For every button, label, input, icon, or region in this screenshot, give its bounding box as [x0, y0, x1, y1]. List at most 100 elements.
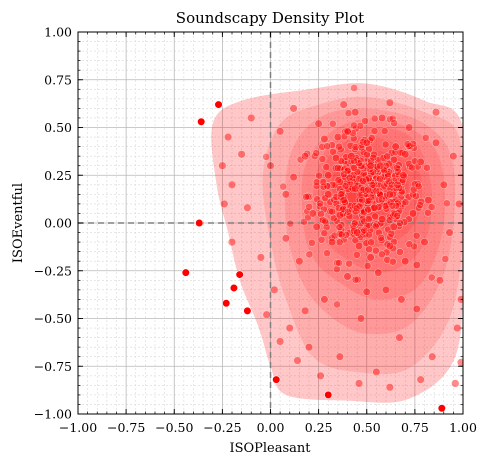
scatter-point — [353, 275, 362, 284]
scatter-point — [276, 127, 285, 136]
scatter-point — [331, 154, 341, 163]
x-tick-label: 0.50 — [353, 420, 381, 435]
scatter-point — [366, 165, 374, 173]
scatter-point — [224, 133, 233, 142]
scatter-point — [414, 203, 423, 212]
outlier-point — [235, 270, 244, 279]
scatter-point — [220, 199, 229, 208]
scatter-point — [408, 163, 417, 172]
scatter-point — [335, 238, 344, 247]
scatter-point — [334, 176, 343, 184]
scatter-point — [339, 196, 348, 205]
scatter-point — [326, 198, 335, 206]
scatter-point — [312, 149, 321, 158]
scatter-point — [227, 180, 237, 189]
scatter-point — [421, 133, 430, 142]
scatter-point — [367, 134, 376, 142]
scatter-point — [295, 257, 304, 266]
scatter-point — [376, 175, 384, 183]
scatter-point — [348, 184, 357, 193]
scatter-point — [387, 229, 396, 238]
outlier-point — [181, 268, 190, 277]
scatter-points — [218, 84, 463, 392]
scatter-point — [373, 165, 382, 173]
scatter-point — [416, 201, 425, 209]
scatter-point — [416, 157, 425, 166]
scatter-point — [427, 203, 436, 211]
scatter-point — [324, 190, 333, 199]
scatter-point — [351, 207, 360, 216]
scatter-point — [319, 182, 328, 191]
scatter-point — [361, 117, 369, 125]
x-tick-label: 0.25 — [305, 420, 333, 435]
scatter-point — [270, 285, 279, 294]
scatter-point — [308, 209, 317, 218]
scatter-point — [432, 108, 441, 117]
scatter-point — [351, 108, 360, 117]
scatter-point — [315, 171, 323, 180]
scatter-point — [348, 129, 357, 137]
scatter-point — [372, 246, 380, 255]
scatter-point — [317, 235, 326, 244]
scatter-point — [312, 178, 321, 187]
scatter-point — [347, 157, 355, 166]
scatter-point — [423, 163, 431, 172]
scatter-point — [396, 148, 405, 157]
scatter-point — [381, 140, 390, 149]
scatter-point — [332, 199, 341, 208]
scatter-point — [385, 98, 394, 107]
scatter-point — [392, 201, 401, 210]
scatter-point — [371, 222, 380, 231]
scatter-point — [289, 173, 298, 182]
scatter-point — [355, 379, 364, 388]
scatter-point — [355, 241, 364, 250]
scatter-point — [315, 202, 324, 211]
scatter-point — [451, 379, 460, 388]
scatter-point — [387, 180, 396, 189]
scatter-point — [262, 310, 271, 319]
scatter-point — [340, 170, 348, 179]
scatter-point — [401, 150, 410, 159]
scatter-point — [367, 238, 376, 247]
scatter-point — [413, 162, 422, 171]
scatter-point — [313, 195, 322, 204]
scatter-point — [412, 260, 421, 270]
scatter-point — [266, 161, 275, 170]
scatter-point — [420, 238, 429, 247]
scatter-point — [328, 238, 337, 247]
scatter-point — [355, 159, 363, 168]
scatter-point — [318, 155, 327, 163]
scatter-point — [323, 142, 332, 151]
scatter-point — [393, 212, 402, 220]
x-tick-label: −1.00 — [59, 420, 97, 435]
scatter-point — [358, 196, 367, 205]
y-axis-label: ISOEventful — [11, 183, 26, 263]
scatter-point — [322, 223, 331, 232]
scatter-point — [335, 229, 344, 238]
scatter-point — [342, 230, 350, 239]
scatter-point — [350, 84, 358, 92]
scatter-point — [396, 248, 404, 256]
scatter-point — [395, 333, 404, 342]
scatter-point — [441, 255, 450, 263]
scatter-point — [428, 352, 437, 361]
scatter-point — [353, 250, 361, 259]
scatter-point — [364, 205, 372, 214]
scatter-point — [322, 163, 331, 171]
scatter-point — [328, 180, 337, 189]
scatter-point — [328, 207, 337, 216]
scatter-point — [401, 198, 410, 207]
scatter-point — [353, 228, 362, 237]
scatter-point — [358, 176, 367, 186]
scatter-point — [314, 119, 323, 128]
scatter-point — [393, 163, 401, 172]
scatter-point — [385, 190, 394, 199]
scatter-point — [427, 273, 436, 282]
scatter-point — [335, 259, 343, 267]
scatter-point — [405, 159, 413, 168]
scatter-point — [347, 152, 356, 161]
scatter-point — [316, 371, 325, 380]
scatter-point — [237, 150, 246, 159]
scatter-point — [323, 182, 332, 191]
